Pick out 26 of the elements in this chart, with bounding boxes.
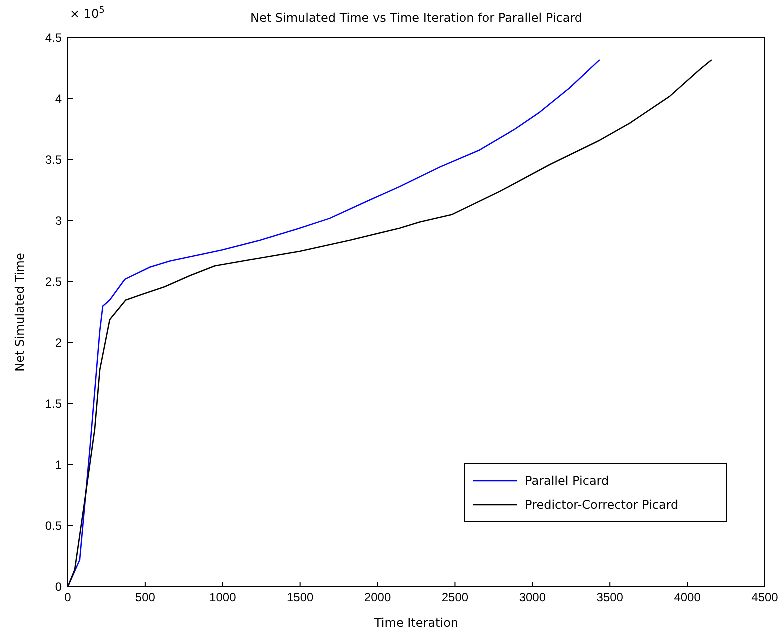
- y-axis-title: Net Simulated Time: [13, 253, 27, 372]
- legend-label: Predictor-Corrector Picard: [525, 498, 679, 512]
- x-tick-label: 2000: [364, 590, 392, 605]
- y-tick-label: 2: [55, 336, 62, 350]
- text: × 10$^{5}$: [70, 6, 105, 21]
- x-tick-label: 3000: [519, 590, 546, 605]
- x-tick-label: 4000: [674, 590, 702, 605]
- y-tick-label: 0: [55, 580, 62, 594]
- y-tick-label: 3.5: [45, 152, 62, 167]
- x-tick-label: 3500: [596, 590, 624, 605]
- y-tick-label: 1: [55, 458, 62, 472]
- x-tick-label: 0: [64, 590, 72, 605]
- x-tick-label: 1500: [286, 590, 314, 605]
- y-tick-label: 4: [55, 92, 62, 106]
- chart-title: Net Simulated Time vs Time Iteration for Parallel Picard: [250, 11, 583, 25]
- x-tick-label: 2500: [442, 590, 469, 605]
- x-tick-label: 1000: [210, 590, 237, 605]
- legend-label: Parallel Picard: [525, 474, 610, 488]
- y-tick-label: 4.5: [45, 30, 62, 45]
- y-tick-label: 3: [55, 214, 62, 228]
- y-tick-label: 0.5: [45, 518, 62, 533]
- x-tick-label: 4500: [752, 590, 779, 605]
- y-tick-label: 2.5: [45, 274, 62, 289]
- y-tick-label: 1.5: [45, 396, 62, 411]
- x-axis-title: Time Iteration: [373, 616, 459, 630]
- x-tick-label: 500: [135, 590, 156, 605]
